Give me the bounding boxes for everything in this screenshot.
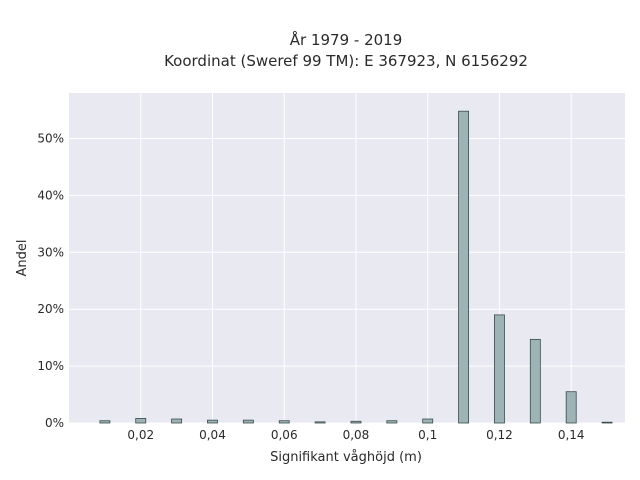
bar: [350, 420, 362, 424]
x-tick-label: 0,02: [127, 428, 154, 442]
x-tick-label: 0,08: [343, 428, 370, 442]
x-tick-label: 0,04: [199, 428, 226, 442]
x-axis-title: Signifikant våghöjd (m): [270, 450, 422, 465]
bar: [135, 418, 147, 424]
x-tick-label: 0,12: [486, 428, 513, 442]
bar: [529, 338, 541, 424]
bar: [242, 419, 254, 424]
chart-title-line-1: År 1979 - 2019: [290, 30, 403, 49]
y-axis-title: Andel: [15, 240, 30, 277]
bar: [99, 420, 111, 424]
bar: [601, 421, 613, 424]
x-tick-label: 0,14: [558, 428, 585, 442]
y-tick-label: 50%: [37, 132, 64, 146]
bar: [278, 420, 290, 424]
y-tick-label: 20%: [37, 302, 64, 316]
bar: [171, 418, 183, 424]
y-axis-ticks: 0% 10% 20% 30% 40% 50%: [37, 132, 64, 430]
x-axis-ticks: 0,02 0,04 0,06 0,08 0,1 0,12 0,14: [127, 428, 584, 442]
bar: [386, 420, 398, 424]
bar: [207, 419, 218, 424]
bar: [494, 314, 505, 424]
chart-title-line-2: Koordinat (Sweref 99 TM): E 367923, N 61…: [164, 52, 528, 70]
x-tick-label: 0,1: [418, 428, 437, 442]
bar: [565, 391, 577, 424]
y-tick-label: 30%: [37, 245, 64, 259]
bars: [99, 110, 613, 424]
y-tick-label: 10%: [37, 359, 64, 373]
bar: [422, 418, 434, 424]
y-tick-label: 0%: [45, 416, 64, 430]
plot-area: [69, 93, 625, 423]
bar: [458, 110, 470, 424]
x-tick-label: 0,06: [271, 428, 298, 442]
y-tick-label: 40%: [37, 188, 64, 202]
bar: [314, 421, 326, 424]
gridlines: [69, 93, 625, 424]
